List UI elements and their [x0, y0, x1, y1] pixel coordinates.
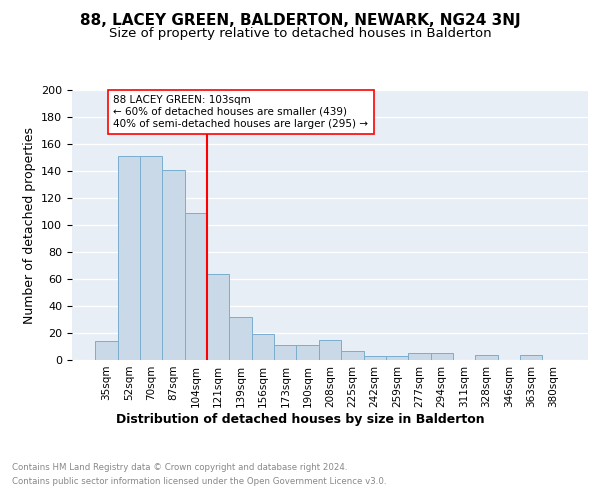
Text: Contains HM Land Registry data © Crown copyright and database right 2024.: Contains HM Land Registry data © Crown c…	[12, 462, 347, 471]
Bar	[95, 341, 118, 360]
Bar	[163, 170, 185, 360]
Bar	[341, 350, 364, 360]
Bar	[252, 334, 274, 360]
Bar	[296, 345, 319, 360]
Bar	[475, 354, 497, 360]
Bar	[319, 340, 341, 360]
Bar	[229, 317, 252, 360]
Bar	[520, 354, 542, 360]
Bar	[274, 345, 296, 360]
Text: Distribution of detached houses by size in Balderton: Distribution of detached houses by size …	[116, 412, 484, 426]
Bar	[386, 356, 408, 360]
Bar	[140, 156, 163, 360]
Text: Size of property relative to detached houses in Balderton: Size of property relative to detached ho…	[109, 28, 491, 40]
Bar	[118, 156, 140, 360]
Text: 88, LACEY GREEN, BALDERTON, NEWARK, NG24 3NJ: 88, LACEY GREEN, BALDERTON, NEWARK, NG24…	[80, 12, 520, 28]
Bar	[431, 353, 453, 360]
Bar	[408, 353, 431, 360]
Bar	[185, 213, 207, 360]
Bar	[364, 356, 386, 360]
Y-axis label: Number of detached properties: Number of detached properties	[23, 126, 35, 324]
Bar	[207, 274, 229, 360]
Text: Contains public sector information licensed under the Open Government Licence v3: Contains public sector information licen…	[12, 478, 386, 486]
Text: 88 LACEY GREEN: 103sqm
← 60% of detached houses are smaller (439)
40% of semi-de: 88 LACEY GREEN: 103sqm ← 60% of detached…	[113, 96, 368, 128]
